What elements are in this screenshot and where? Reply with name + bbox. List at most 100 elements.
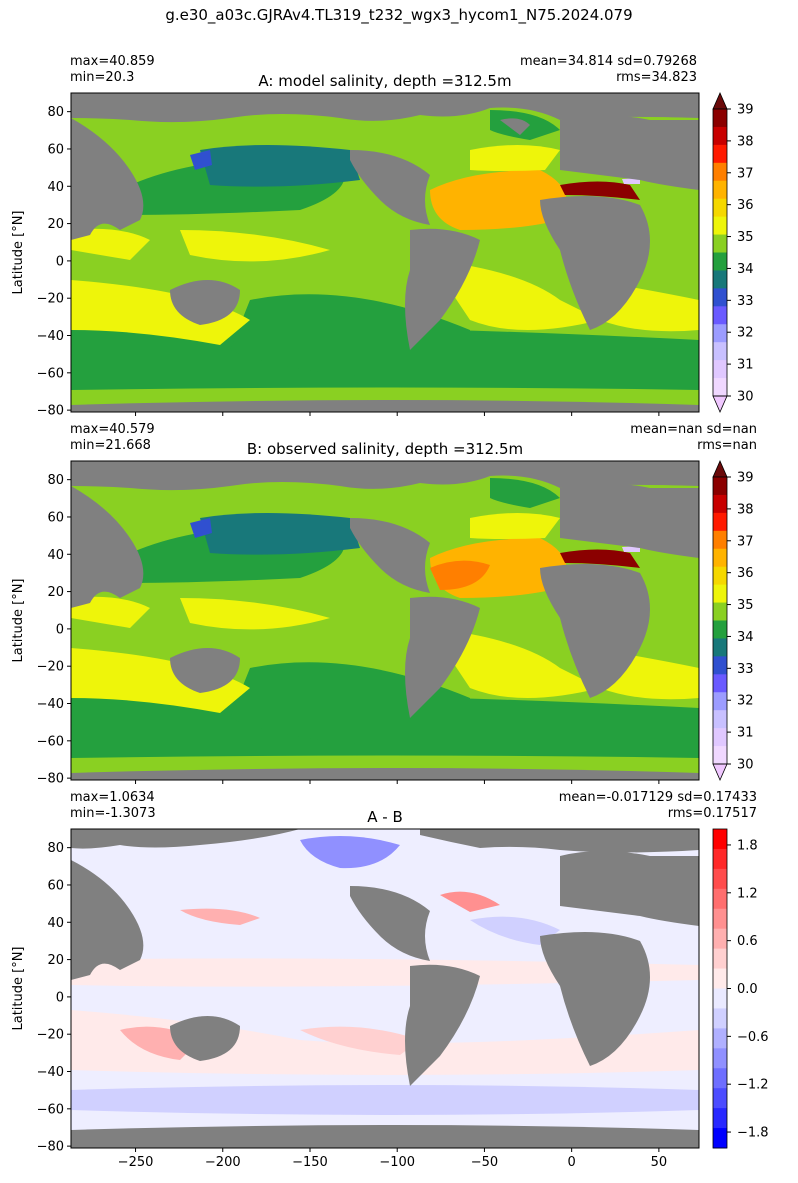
colorbar-segment — [713, 180, 727, 200]
north-atlantic-yellow — [470, 145, 560, 171]
colorbar-tick-label: 31 — [737, 358, 754, 373]
y-tick-label: 80 — [47, 105, 64, 120]
y-tick-label: 80 — [47, 841, 64, 856]
y-tick-label: 40 — [47, 548, 64, 563]
colorbar-extend-bottom — [712, 763, 728, 781]
colorbar-segment — [713, 288, 727, 307]
y-tick-label: −80 — [37, 404, 64, 419]
colorbar-segment — [713, 728, 727, 747]
south-atlantic-yellow — [430, 260, 600, 330]
colorbar-segment — [713, 494, 727, 514]
colorbar-segment — [713, 216, 727, 236]
colorbar-tick-label: 36 — [737, 566, 754, 581]
colorbar-segment — [713, 948, 727, 970]
y-tick-label: −60 — [37, 366, 64, 381]
colorbar-segment — [713, 674, 727, 693]
y-tick-label: −80 — [37, 772, 64, 787]
black-sea-violet — [622, 546, 640, 552]
colorbar-tick-label: 35 — [737, 598, 754, 613]
colorbar-tick-label: 36 — [737, 198, 754, 213]
colorbar-segment — [713, 602, 727, 621]
colorbar-tick-label: 31 — [737, 726, 754, 741]
nordic-seas-green — [490, 478, 560, 508]
colorbar-segment — [713, 1008, 727, 1029]
colorbar-tick-label: 39 — [737, 103, 754, 118]
colorbar-extend-bottom — [712, 395, 728, 413]
colorbar-tick-label: 37 — [737, 166, 754, 181]
y-tick-label: 80 — [47, 473, 64, 488]
land — [71, 829, 699, 1148]
panel-c-map — [71, 829, 699, 1148]
gulf-stream-anomaly — [440, 891, 500, 912]
west-pacific-yellow — [71, 596, 150, 628]
colorbar-segment — [713, 692, 727, 711]
colorbar-segment — [713, 888, 727, 910]
panel-a-stats-right: mean=34.814 sd=0.79268 rms=34.823 — [519, 54, 697, 85]
tropical-pacific-yellow — [180, 598, 330, 630]
mediterranean-red — [560, 549, 640, 568]
panel-a-stats-left: max=40.859 min=20.3 — [70, 54, 155, 85]
colorbar-segment — [713, 638, 727, 657]
north-atlantic-yellow — [470, 513, 560, 539]
colorbar-segment — [713, 162, 727, 182]
colorbar-segment — [713, 109, 727, 128]
x-tick-label: −250 — [118, 1155, 154, 1170]
okhotsk-blue — [190, 150, 212, 170]
north-atlantic-negative — [470, 916, 560, 945]
colorbar-segment — [713, 270, 727, 289]
colorbar-segment — [713, 868, 727, 890]
colorbar-segment — [713, 1108, 727, 1129]
colorbar-tick-label: 35 — [737, 230, 754, 245]
colorbar-segment — [713, 566, 727, 586]
y-tick-label: −40 — [37, 1065, 64, 1080]
y-tick-label: 60 — [47, 878, 64, 893]
colorbar-segment — [713, 548, 727, 568]
colorbar-tick-label: 37 — [737, 534, 754, 549]
south-pacific-anomaly — [300, 1026, 420, 1055]
colorbar-segment — [713, 530, 727, 550]
colorbar-tick-label: −1.8 — [737, 1126, 769, 1141]
south-indian-yellow — [71, 648, 250, 713]
panel-b-map — [71, 461, 699, 780]
colorbar-segment — [713, 848, 727, 870]
colorbar-extend-top — [712, 92, 728, 110]
colorbar-segment — [713, 324, 727, 343]
y-tick-label: 40 — [47, 916, 64, 931]
north-pacific-teal — [200, 513, 360, 555]
panel-c-title: A - B — [367, 808, 403, 826]
kuroshio-anomaly — [180, 908, 260, 925]
panel-b-title: B: observed salinity, depth =312.5m — [246, 440, 524, 458]
colorbar-tick-label: 34 — [737, 262, 754, 277]
colorbar-segment — [713, 584, 727, 604]
x-tick-label: −50 — [471, 1155, 498, 1170]
y-axis-label: Latitude [°N] — [11, 210, 26, 294]
colorbar-extend-top — [712, 460, 728, 478]
colorbar-segment — [713, 988, 727, 1009]
colorbar-segment — [713, 198, 727, 218]
y-tick-label: 60 — [47, 142, 64, 157]
colorbar-segment — [713, 378, 727, 397]
y-tick-label: 20 — [47, 953, 64, 968]
y-tick-label: −20 — [37, 660, 64, 675]
y-axis-label: Latitude [°N] — [11, 578, 26, 662]
colorbar-segment — [713, 1068, 727, 1089]
panel-c-stats-left: max=1.0634 min=-1.3073 — [70, 790, 156, 821]
x-tick-label: −100 — [379, 1155, 415, 1170]
colorbar-segment — [713, 829, 727, 850]
colorbar-tick-label: 33 — [737, 662, 754, 677]
colorbar-segment — [713, 360, 727, 379]
colorbar-tick-label: 30 — [737, 758, 754, 773]
y-tick-label: −40 — [37, 329, 64, 344]
okhotsk-blue — [190, 518, 212, 538]
colorbar-tick-label: 30 — [737, 390, 754, 405]
colorbar-segment — [713, 1088, 727, 1109]
figure-title: g.e30_a03c.GJRAv4.TL319_t232_wgx3_hycom1… — [165, 6, 633, 24]
panel-b-stats-left: max=40.579 min=21.668 — [70, 422, 155, 453]
axes-layer: 80 60 40 20 0 −20 −40 −60 −80 Latitude [°N] 80 60 40… — [11, 92, 769, 1170]
y-tick-label: 0 — [56, 622, 64, 637]
colorbar-tick-label: 34 — [737, 630, 754, 645]
tropical-pacific-yellow — [180, 230, 330, 262]
colorbar-segment — [713, 234, 727, 253]
y-tick-label: −60 — [37, 1102, 64, 1117]
